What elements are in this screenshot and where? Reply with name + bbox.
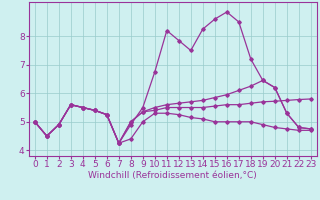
X-axis label: Windchill (Refroidissement éolien,°C): Windchill (Refroidissement éolien,°C): [88, 171, 257, 180]
